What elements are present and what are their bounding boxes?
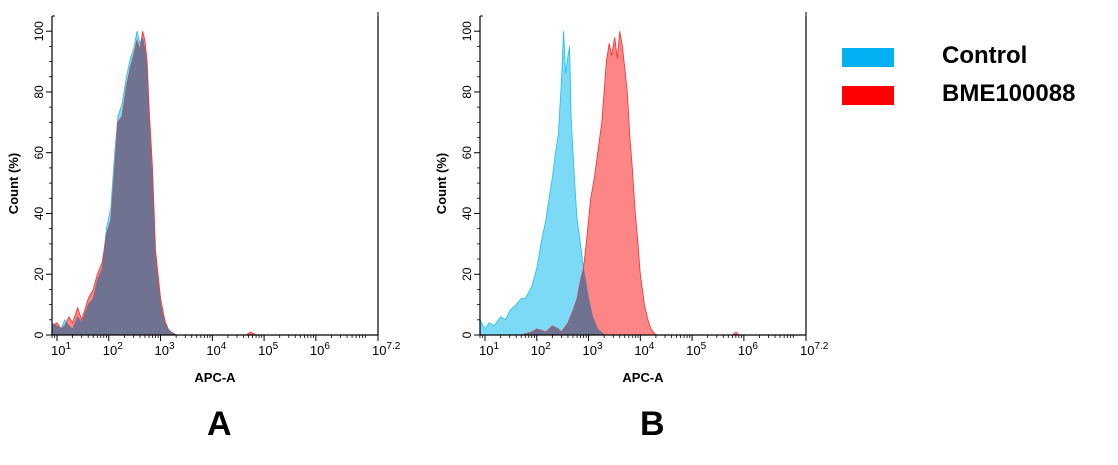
panel-b-y-tick-label-80: 80	[460, 85, 474, 99]
panel-b-y-tick-label-60: 60	[460, 146, 474, 160]
panel-b-x-tick-label-2: 102	[531, 341, 551, 358]
panel-a-x-tick-label-1: 101	[51, 341, 71, 358]
panel-a-chart: 0 20 40 60 80 100 101 102 103 104 105 106 107.2 APC-A…	[6, 12, 401, 385]
panel-a-x-tick-label-2: 102	[103, 341, 123, 358]
panel-b-y-tick-label-0: 0	[460, 331, 474, 338]
panel-b-x-tick-label-4: 104	[634, 341, 654, 358]
panel-b-x-tick-label-6: 106	[738, 341, 758, 358]
panel-b-y-axis-label: Count (%)	[434, 153, 449, 214]
legend-swatch-bme100088	[842, 86, 894, 105]
legend-swatch-control	[842, 48, 894, 67]
panel-label-b: B	[640, 405, 665, 443]
panel-a-x-tick-label-6: 106	[310, 341, 330, 358]
panel-a-y-tick-label-0: 0	[32, 331, 46, 338]
panel-a-x-tick-label-7-2: 107.2	[372, 341, 401, 358]
panel-a-x-tick-label-5: 105	[258, 341, 278, 358]
panel-b-x-tick-label-1: 101	[479, 341, 499, 358]
panel-b-x-tick-label-3: 103	[583, 341, 603, 358]
panel-a-x-axis-label: APC-A	[194, 370, 236, 385]
legend-label-control: Control	[942, 42, 1028, 69]
legend-label-bme100088: BME100088	[942, 80, 1076, 107]
panel-a-y-tick-label-20: 20	[32, 267, 46, 281]
panel-b-x-axis-label: APC-A	[622, 370, 664, 385]
panel-b-x-tick-label-7-2: 107.2	[800, 341, 829, 358]
panel-a-x-tick-label-3: 103	[155, 341, 175, 358]
panel-b-y-tick-label-20: 20	[460, 267, 474, 281]
panel-b-series-control	[479, 31, 606, 336]
panel-b-chart: 0 20 40 60 80 100 101 102 103 104 105 106 107.2 APC-A…	[434, 12, 829, 385]
panel-b-x-tick-label-5: 105	[686, 341, 706, 358]
panel-a-y-tick-label-100: 100	[32, 21, 46, 41]
panel-b-y-tick-label-100: 100	[460, 21, 474, 41]
panel-b-y-tick-label-40: 40	[460, 206, 474, 220]
panel-a-y-tick-label-60: 60	[32, 146, 46, 160]
panel-a-series-overlap	[52, 31, 177, 335]
panel-a-y-tick-label-40: 40	[32, 206, 46, 220]
panel-a-series-bme100088	[51, 31, 258, 336]
panel-a-x-tick-label-4: 104	[206, 341, 226, 358]
panel-label-a: A	[207, 405, 232, 443]
panel-b-series-bme100088	[480, 31, 740, 336]
panel-a-y-tick-label-80: 80	[32, 85, 46, 99]
panel-a-y-axis-label: Count (%)	[6, 153, 21, 214]
